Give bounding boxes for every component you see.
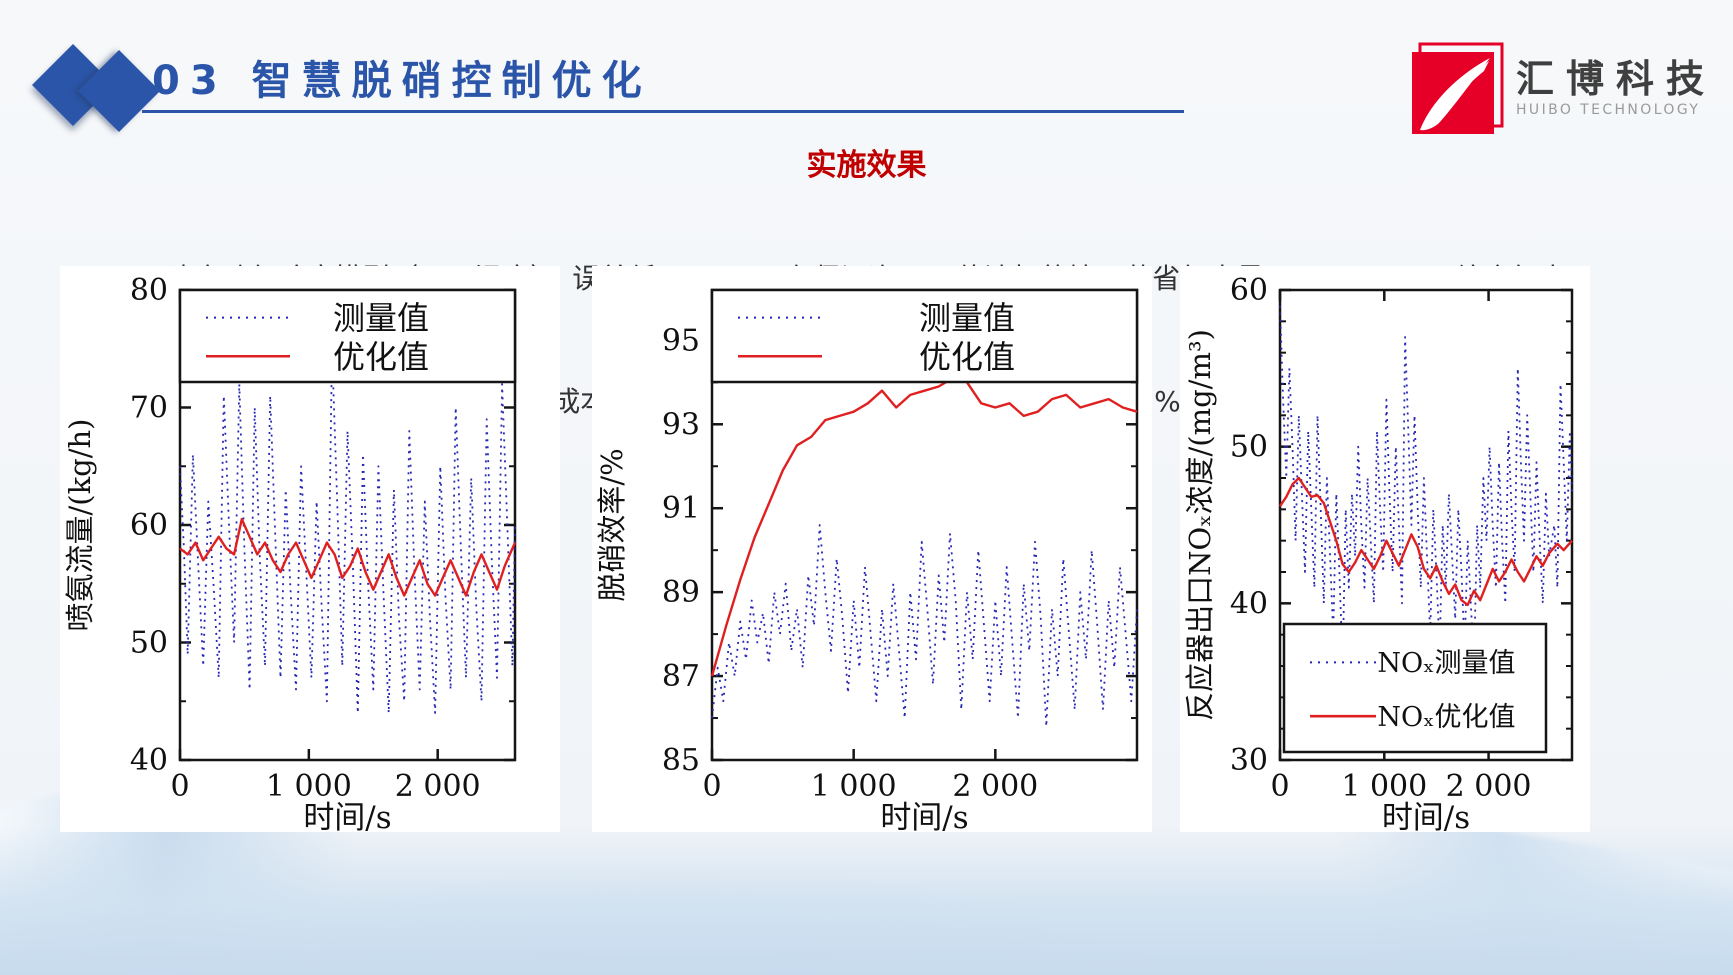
svg-text:时间/s: 时间/s	[880, 800, 968, 832]
logo-subtitle: HUIBO TECHNOLOGY	[1516, 102, 1701, 118]
chart-ammonia-flow: 40 50 60 70 80 0 1 000 2 000 时间/s 喷氨流量/(kg/h) 测量值优…	[60, 266, 560, 836]
svg-text:0: 0	[1270, 769, 1289, 804]
svg-text:优化值: 优化值	[333, 338, 429, 376]
svg-text:50: 50	[1230, 430, 1268, 465]
chart-denox-efficiency: 85 87 89 91 93 95 0 1 000 2 000 时间/s 脱硝效率/% 测量值 优化值	[592, 266, 1152, 836]
svg-text:1 000: 1 000	[1341, 769, 1427, 804]
svg-text:2 000: 2 000	[1446, 769, 1532, 804]
svg-text:60: 60	[1230, 273, 1268, 308]
svg-text:50: 50	[130, 626, 168, 661]
page-title: 03 智慧脱硝控制优化	[152, 58, 652, 104]
svg-text:1 000: 1 000	[811, 769, 897, 804]
svg-text:NOₓ测量值: NOₓ测量值	[1377, 648, 1515, 679]
svg-text:1 000: 1 000	[266, 769, 352, 804]
svg-text:时间/s: 时间/s	[303, 800, 391, 832]
svg-text:喷氨流量/(kg/h): 喷氨流量/(kg/h)	[63, 419, 97, 632]
svg-text:反应器出口NOₓ浓度/(mg/m³): 反应器出口NOₓ浓度/(mg/m³)	[1183, 329, 1217, 721]
svg-text:80: 80	[130, 273, 168, 308]
logo: 汇博科技 HUIBO TECHNOLOGY	[1410, 42, 1716, 138]
svg-text:95: 95	[662, 323, 700, 358]
svg-text:2 000: 2 000	[952, 769, 1038, 804]
svg-text:70: 70	[130, 391, 168, 426]
svg-text:脱硝效率/%: 脱硝效率/%	[595, 448, 629, 601]
svg-text:87: 87	[662, 659, 700, 694]
logo-swoosh-icon	[1412, 42, 1504, 134]
svg-text:0: 0	[702, 769, 721, 804]
logo-text: 汇博科技 HUIBO TECHNOLOGY	[1516, 42, 1716, 118]
logo-name: 汇博科技	[1516, 57, 1717, 101]
section-heading: 实施效果	[806, 148, 927, 183]
svg-text:0: 0	[170, 769, 189, 804]
svg-text:30: 30	[1230, 743, 1268, 778]
svg-text:时间/s: 时间/s	[1382, 800, 1470, 832]
svg-text:测量值: 测量值	[919, 299, 1015, 337]
svg-text:测量值: 测量值	[333, 299, 429, 337]
svg-text:89: 89	[662, 575, 700, 610]
chart-outlet-nox-concentration: 30 40 50 60 0 1 000 2 000 时间/s 反应器出口NOₓ浓度/(mg/m³…	[1180, 266, 1590, 836]
svg-text:2 000: 2 000	[395, 769, 481, 804]
svg-text:85: 85	[662, 743, 700, 778]
title-underline	[142, 110, 1184, 113]
svg-text:93: 93	[662, 407, 700, 442]
svg-text:40: 40	[130, 743, 168, 778]
svg-text:60: 60	[130, 508, 168, 543]
svg-text:91: 91	[662, 491, 700, 526]
svg-text:优化值: 优化值	[919, 338, 1015, 376]
svg-text:NOₓ优化值: NOₓ优化值	[1377, 702, 1515, 733]
background-decor-band	[0, 825, 1733, 975]
svg-text:40: 40	[1230, 586, 1268, 621]
